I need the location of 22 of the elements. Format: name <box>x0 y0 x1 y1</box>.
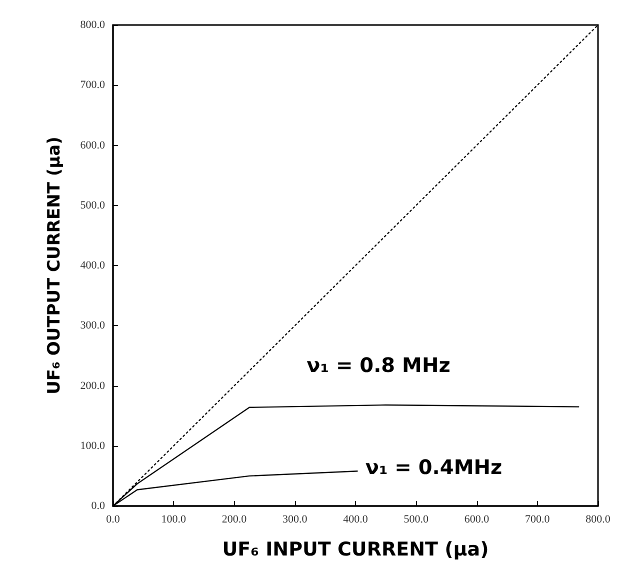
y-tick-label: 800.0 <box>80 19 106 31</box>
x-tick-label: 100.0 <box>161 514 186 526</box>
y-tick-label: 100.0 <box>80 440 106 452</box>
y-tick-label: 400.0 <box>80 260 106 272</box>
y-axis-title: UF₆ OUTPUT CURRENT (μa) <box>44 136 64 394</box>
x-tick-label: 200.0 <box>222 514 248 526</box>
x-tick-label: 600.0 <box>464 514 490 526</box>
y-tick-label: 600.0 <box>80 139 106 152</box>
y-tick-label: 500.0 <box>80 199 106 212</box>
x-tick-label: 300.0 <box>282 514 308 526</box>
series-label: ν₁ = 0.8 MHz <box>306 352 450 377</box>
x-tick-label: 500.0 <box>404 514 429 526</box>
x-axis-title: UF₆ INPUT CURRENT (μa) <box>222 538 489 560</box>
y-tick-label: 700.0 <box>80 79 106 92</box>
x-tick-label: 700.0 <box>525 514 550 526</box>
x-tick-label: 800.0 <box>586 514 611 526</box>
y-tick-label: 300.0 <box>80 320 106 332</box>
y-tick-label: 200.0 <box>80 380 106 392</box>
series-label: ν₁ = 0.4MHz <box>365 455 502 480</box>
y-tick-label: 0.0 <box>91 500 106 512</box>
x-tick-label: 0.0 <box>106 514 120 526</box>
x-tick-label: 400.0 <box>343 514 368 526</box>
